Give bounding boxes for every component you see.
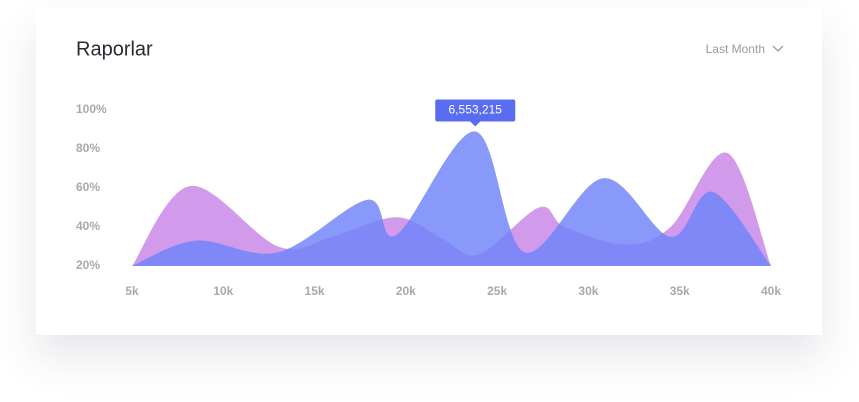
x-tick-label: 35k [670, 284, 690, 298]
chart-title: Raporlar [76, 38, 153, 60]
x-tick-label: 25k [487, 284, 507, 298]
x-tick-label: 15k [305, 284, 325, 298]
x-tick-label: 5k [125, 284, 139, 298]
x-tick-label: 30k [578, 284, 598, 298]
y-tick-label: 40% [76, 219, 100, 233]
y-tick-label: 20% [76, 258, 100, 272]
y-tick-label: 60% [76, 180, 100, 194]
tooltip-text: 6,553,215 [449, 103, 503, 117]
x-tick-label: 20k [396, 284, 416, 298]
x-tick-label: 40k [761, 284, 781, 298]
y-tick-label: 100% [76, 102, 107, 116]
y-tick-label: 80% [76, 141, 100, 155]
dropdown-chevron[interactable] [772, 45, 784, 52]
x-tick-label: 10k [213, 284, 233, 298]
card [36, 8, 822, 335]
period-dropdown[interactable]: Last Month [706, 42, 765, 56]
area [132, 131, 771, 266]
tooltip-box [435, 99, 516, 122]
tooltip-arrow [470, 121, 481, 127]
